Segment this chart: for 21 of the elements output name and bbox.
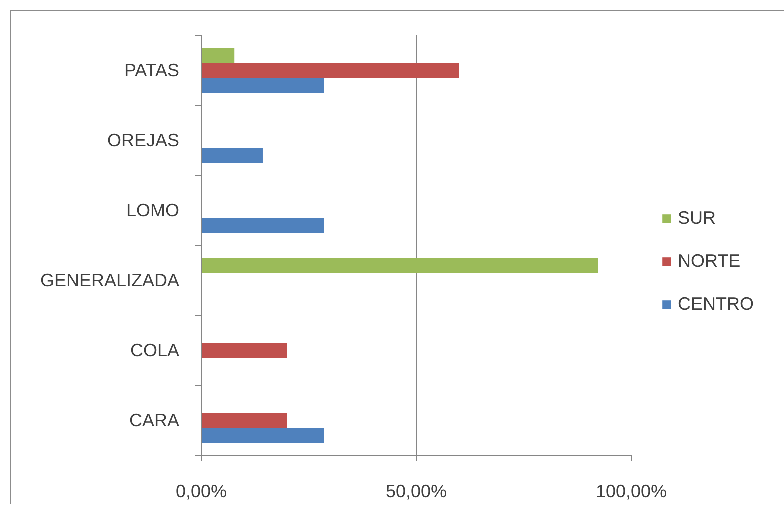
x-tick-label: 100,00% (596, 482, 668, 502)
bar (202, 78, 324, 93)
y-tick-label: OREJAS (107, 130, 180, 150)
y-tick-label: LOMO (126, 200, 180, 220)
bar (202, 48, 235, 64)
bar (202, 258, 598, 274)
x-tick-label: 50,00% (386, 482, 448, 502)
y-tick-label: CARA (129, 410, 180, 430)
legend-label: CENTRO (678, 294, 754, 315)
y-tick-label: COLA (130, 340, 180, 360)
bar (202, 413, 288, 428)
y-tick-label: PATAS (124, 60, 180, 80)
bar (202, 148, 263, 163)
y-tick-label: GENERALIZADA (40, 270, 180, 290)
bar (202, 63, 460, 78)
bar (202, 428, 324, 443)
bar (202, 218, 324, 233)
x-tick-label: 0,00% (176, 482, 228, 502)
legend-label: SUR (678, 208, 716, 229)
bar (202, 343, 288, 358)
legend-label: NORTE (678, 251, 741, 272)
